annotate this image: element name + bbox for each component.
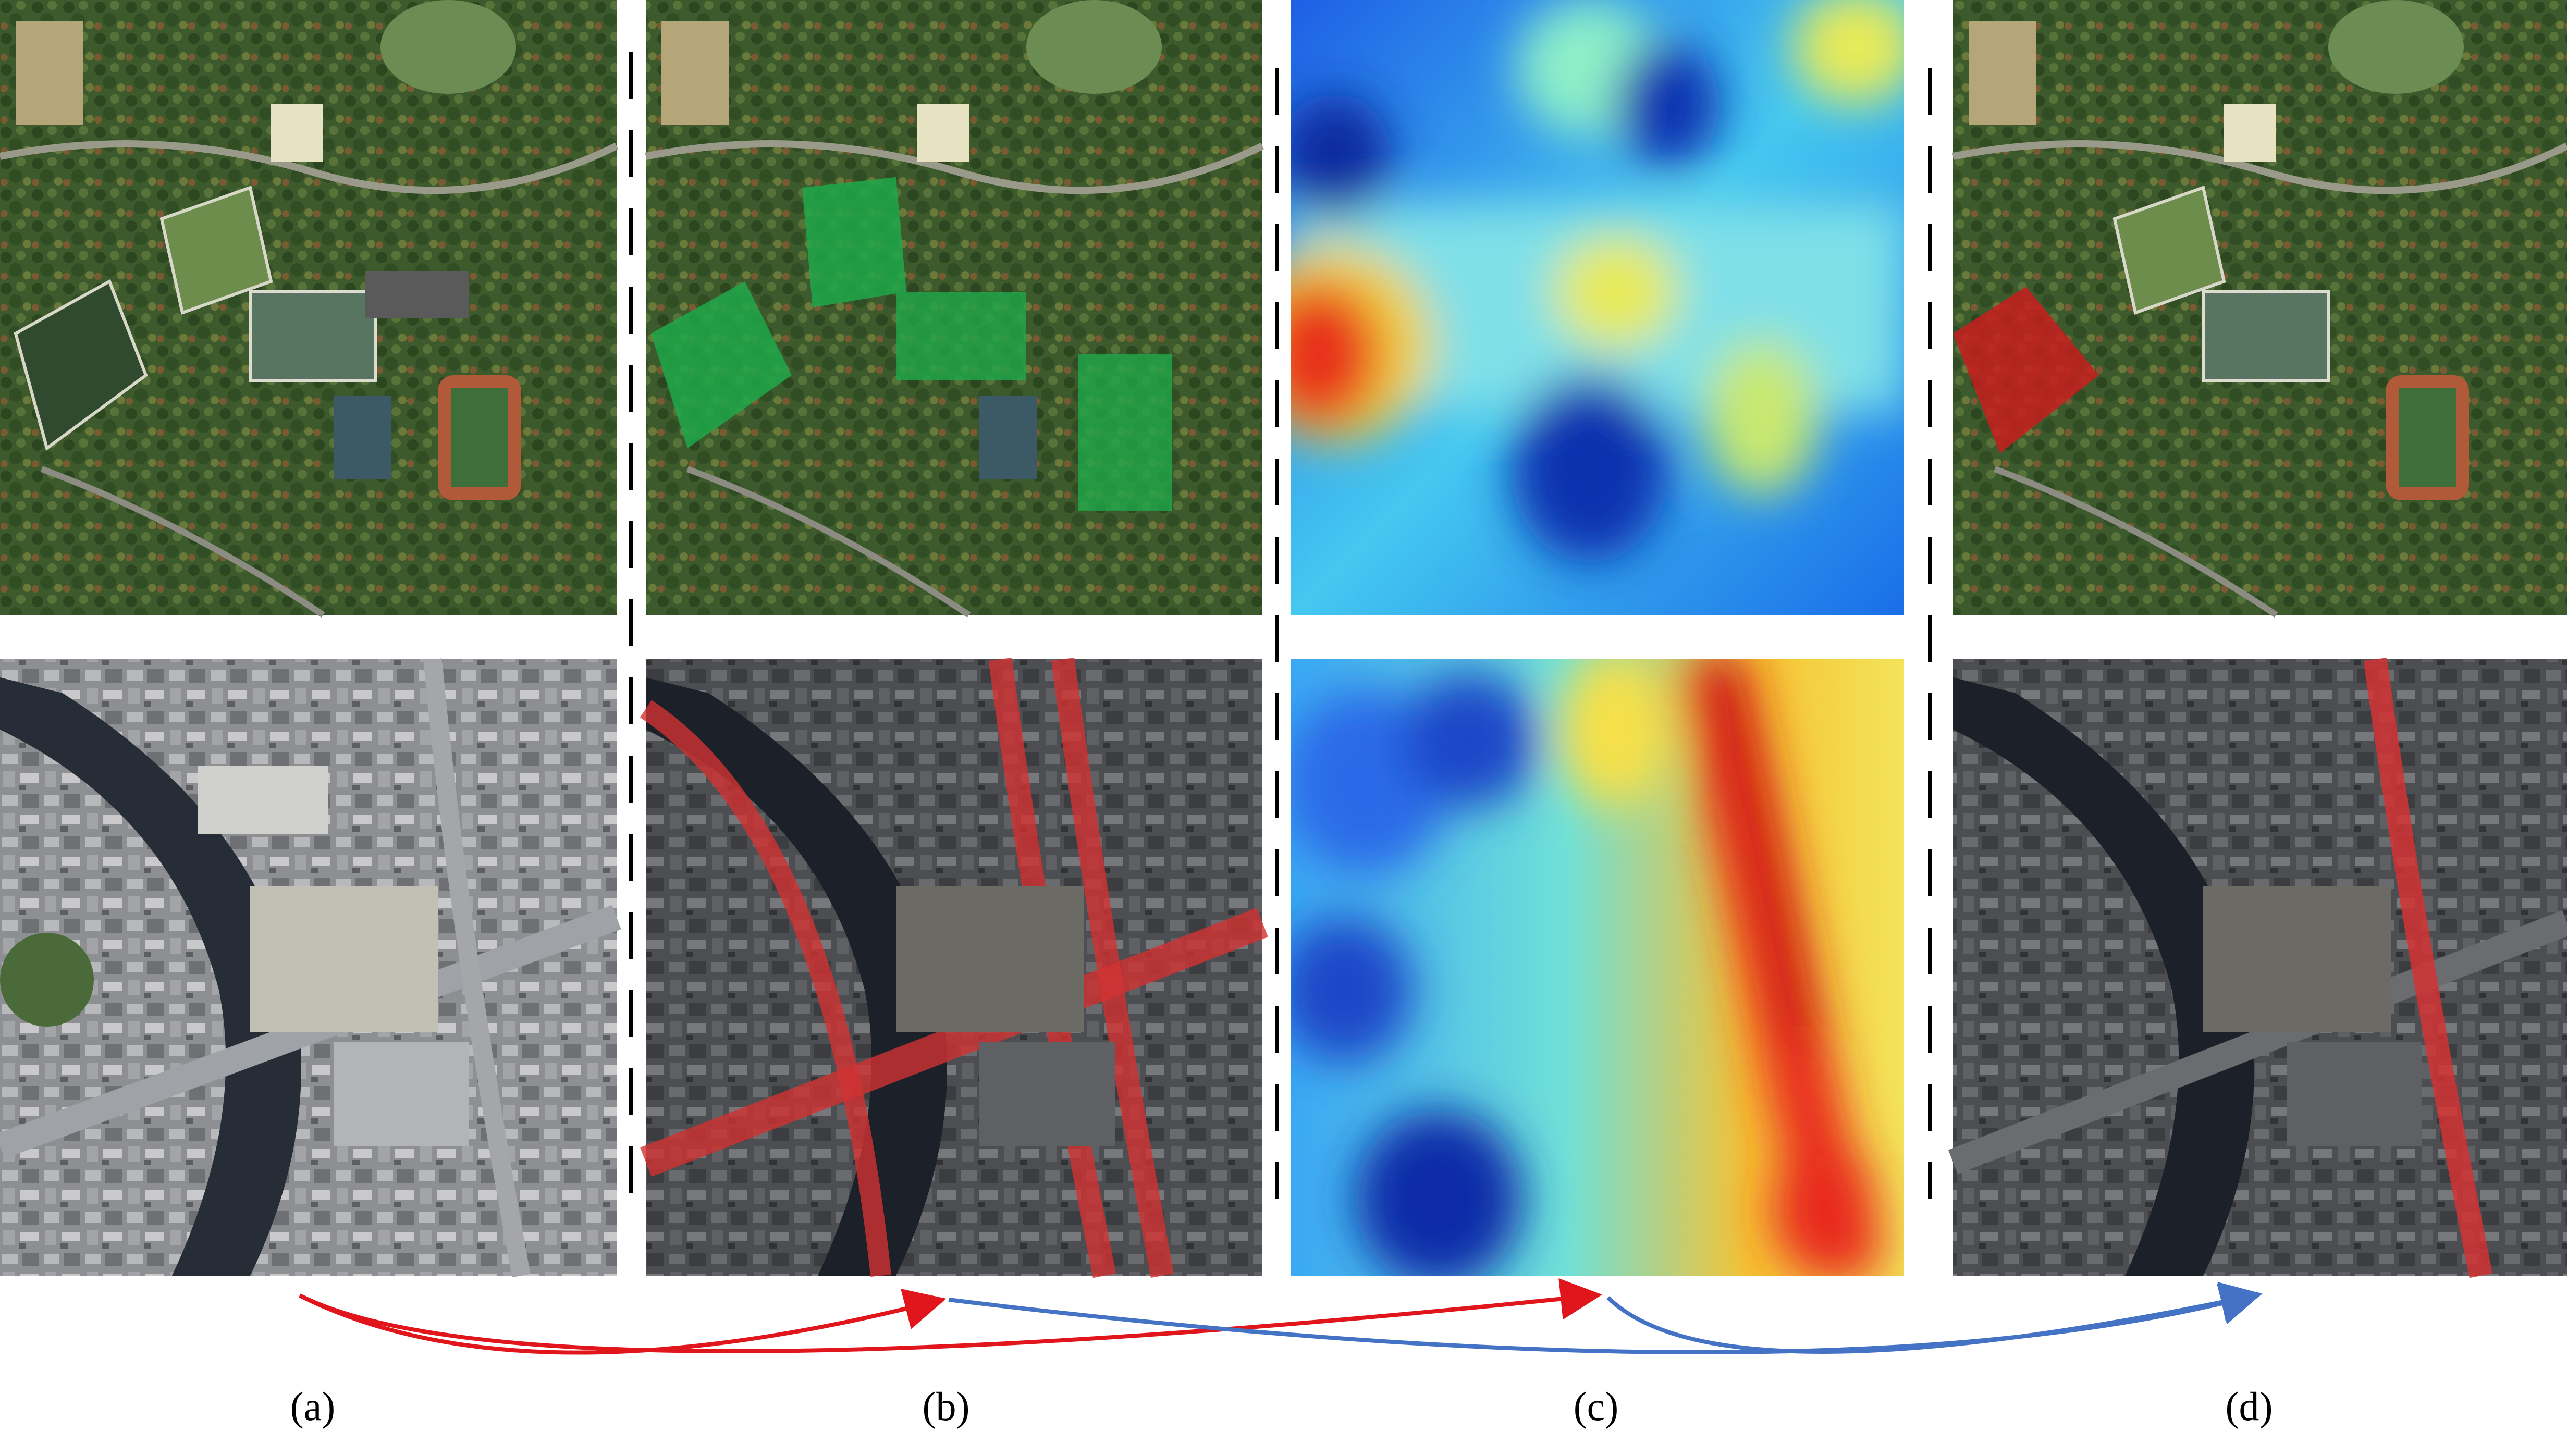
caption-a: (a): [290, 1384, 336, 1429]
panel-c-top-heatmap: [1291, 0, 1904, 615]
caption-d: (d): [2226, 1384, 2273, 1429]
panel-d-top: [1952, 0, 2567, 618]
caption-b: (b): [923, 1384, 970, 1429]
caption-c: (c): [1574, 1384, 1619, 1429]
arrow-b-to-d: [948, 1284, 2263, 1355]
panel-a-top: [0, 0, 619, 618]
panel-c-bottom-heatmap: [1291, 659, 1904, 1276]
panel-d-bottom: [1948, 657, 2567, 1278]
panel-b-top: [645, 0, 1264, 618]
arrow-a-to-b: [299, 1289, 947, 1355]
arrow-a-to-c: [299, 1278, 1602, 1353]
arrow-c-to-d: [1606, 1281, 2263, 1354]
panel-b-bottom: [640, 658, 1268, 1278]
panel-a-bottom: [0, 658, 621, 1278]
